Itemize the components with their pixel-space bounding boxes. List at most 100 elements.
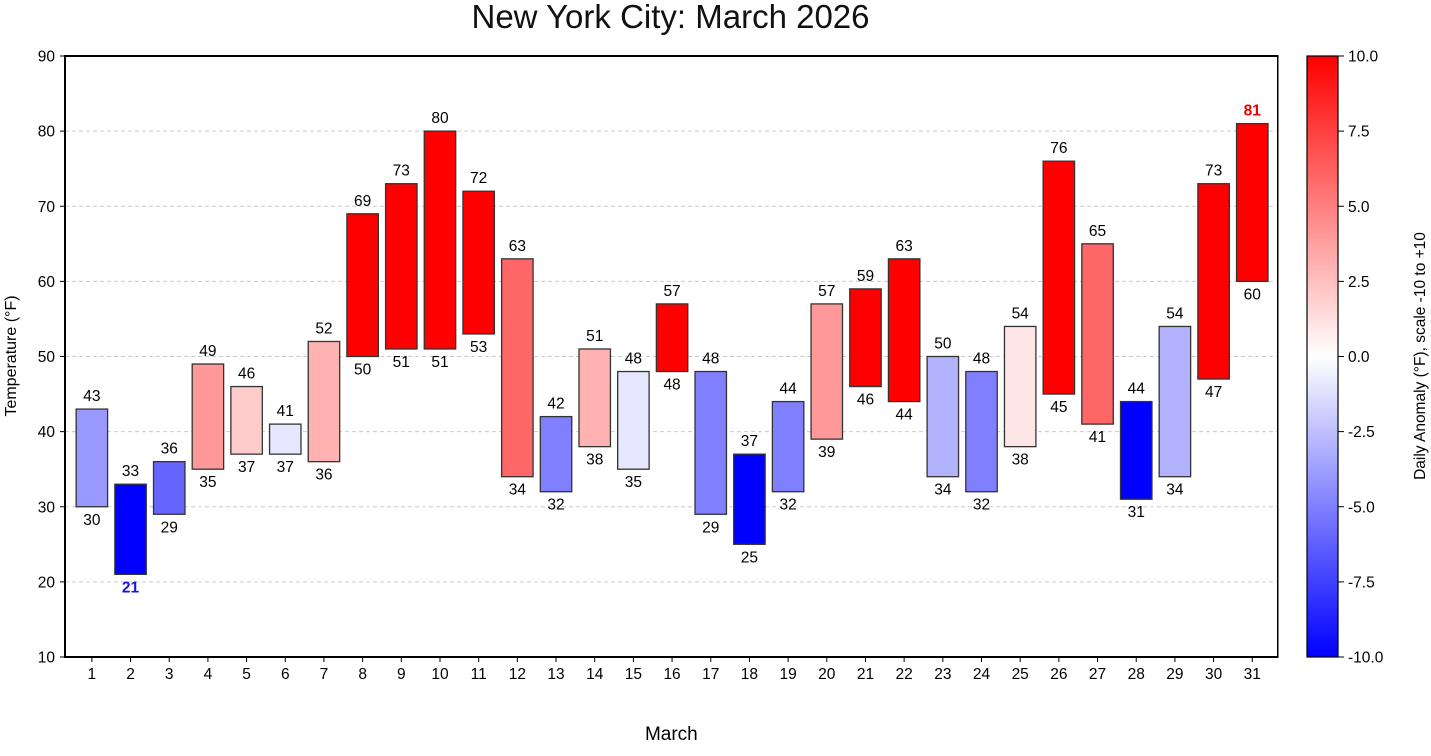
- svg-text:5.0: 5.0: [1348, 199, 1370, 216]
- svg-text:63: 63: [509, 238, 526, 255]
- svg-text:43: 43: [83, 388, 100, 405]
- svg-text:54: 54: [1166, 305, 1184, 322]
- svg-text:8: 8: [358, 666, 367, 683]
- svg-text:35: 35: [625, 474, 642, 491]
- svg-text:25: 25: [741, 549, 758, 566]
- svg-text:32: 32: [779, 497, 796, 514]
- svg-text:41: 41: [1089, 429, 1106, 446]
- svg-text:16: 16: [663, 666, 680, 683]
- svg-text:37: 37: [741, 433, 758, 450]
- svg-text:29: 29: [1166, 666, 1183, 683]
- svg-text:-2.5: -2.5: [1348, 424, 1375, 441]
- svg-text:25: 25: [1012, 666, 1029, 683]
- svg-text:32: 32: [973, 497, 990, 514]
- svg-text:36: 36: [315, 467, 332, 484]
- svg-text:30: 30: [83, 512, 101, 529]
- svg-text:10.0: 10.0: [1348, 49, 1379, 66]
- svg-text:19: 19: [779, 666, 796, 683]
- svg-text:50: 50: [934, 336, 952, 353]
- svg-text:32: 32: [547, 497, 564, 514]
- svg-text:38: 38: [586, 452, 603, 469]
- svg-text:51: 51: [586, 328, 603, 345]
- svg-text:23: 23: [934, 666, 951, 683]
- svg-text:2.5: 2.5: [1348, 274, 1370, 291]
- svg-text:48: 48: [702, 351, 719, 368]
- svg-text:14: 14: [586, 666, 604, 683]
- svg-text:34: 34: [934, 482, 952, 499]
- svg-text:27: 27: [1089, 666, 1106, 683]
- svg-text:41: 41: [277, 403, 294, 420]
- svg-text:51: 51: [431, 354, 448, 371]
- svg-text:13: 13: [547, 666, 564, 683]
- svg-text:57: 57: [663, 283, 680, 300]
- svg-text:81: 81: [1244, 103, 1262, 120]
- svg-text:34: 34: [509, 482, 527, 499]
- svg-text:17: 17: [702, 666, 719, 683]
- svg-text:57: 57: [818, 283, 835, 300]
- svg-text:44: 44: [779, 381, 797, 398]
- svg-text:51: 51: [393, 354, 410, 371]
- svg-text:34: 34: [1166, 482, 1184, 499]
- svg-text:44: 44: [896, 407, 914, 424]
- svg-text:37: 37: [238, 459, 255, 476]
- svg-text:72: 72: [470, 170, 487, 187]
- svg-text:47: 47: [1205, 384, 1222, 401]
- svg-text:46: 46: [857, 392, 874, 409]
- svg-text:10: 10: [38, 650, 56, 667]
- svg-text:48: 48: [625, 351, 642, 368]
- svg-text:2: 2: [126, 666, 135, 683]
- svg-text:29: 29: [702, 519, 719, 536]
- svg-text:6: 6: [281, 666, 290, 683]
- svg-text:59: 59: [857, 268, 874, 285]
- svg-text:21: 21: [122, 579, 140, 596]
- svg-text:30: 30: [38, 499, 56, 516]
- svg-text:52: 52: [315, 320, 332, 337]
- svg-text:73: 73: [1205, 163, 1222, 180]
- svg-text:11: 11: [471, 666, 487, 683]
- svg-text:69: 69: [354, 193, 371, 210]
- svg-text:37: 37: [277, 459, 294, 476]
- svg-text:33: 33: [122, 463, 139, 480]
- svg-text:12: 12: [509, 666, 526, 683]
- svg-text:7: 7: [320, 666, 329, 683]
- svg-text:31: 31: [1128, 504, 1145, 521]
- svg-text:18: 18: [741, 666, 758, 683]
- svg-text:5: 5: [242, 666, 251, 683]
- svg-text:80: 80: [38, 124, 56, 141]
- svg-text:20: 20: [38, 574, 56, 591]
- svg-text:45: 45: [1050, 399, 1067, 416]
- svg-text:28: 28: [1128, 666, 1145, 683]
- svg-text:76: 76: [1050, 140, 1067, 157]
- svg-text:63: 63: [896, 238, 913, 255]
- svg-text:35: 35: [199, 474, 216, 491]
- svg-text:24: 24: [973, 666, 991, 683]
- svg-text:42: 42: [547, 396, 564, 413]
- svg-text:39: 39: [818, 444, 835, 461]
- svg-text:30: 30: [1205, 666, 1223, 683]
- svg-text:46: 46: [238, 366, 255, 383]
- svg-text:70: 70: [38, 199, 56, 216]
- svg-text:48: 48: [663, 377, 680, 394]
- svg-text:90: 90: [38, 49, 56, 66]
- svg-text:38: 38: [1012, 452, 1029, 469]
- svg-text:10: 10: [431, 666, 449, 683]
- svg-text:3: 3: [165, 666, 174, 683]
- svg-text:15: 15: [625, 666, 642, 683]
- svg-text:80: 80: [431, 110, 449, 127]
- svg-text:54: 54: [1012, 305, 1030, 322]
- svg-text:9: 9: [397, 666, 406, 683]
- svg-text:49: 49: [199, 343, 216, 360]
- svg-text:60: 60: [38, 274, 56, 291]
- svg-text:50: 50: [38, 349, 56, 366]
- svg-text:-5.0: -5.0: [1348, 499, 1375, 516]
- svg-text:60: 60: [1244, 286, 1262, 303]
- svg-text:20: 20: [818, 666, 836, 683]
- svg-text:-7.5: -7.5: [1348, 574, 1375, 591]
- svg-text:36: 36: [161, 441, 178, 458]
- svg-text:1: 1: [88, 666, 97, 683]
- svg-text:50: 50: [354, 362, 372, 379]
- svg-text:53: 53: [470, 339, 487, 356]
- svg-text:65: 65: [1089, 223, 1106, 240]
- svg-text:21: 21: [857, 666, 874, 683]
- svg-text:44: 44: [1128, 381, 1146, 398]
